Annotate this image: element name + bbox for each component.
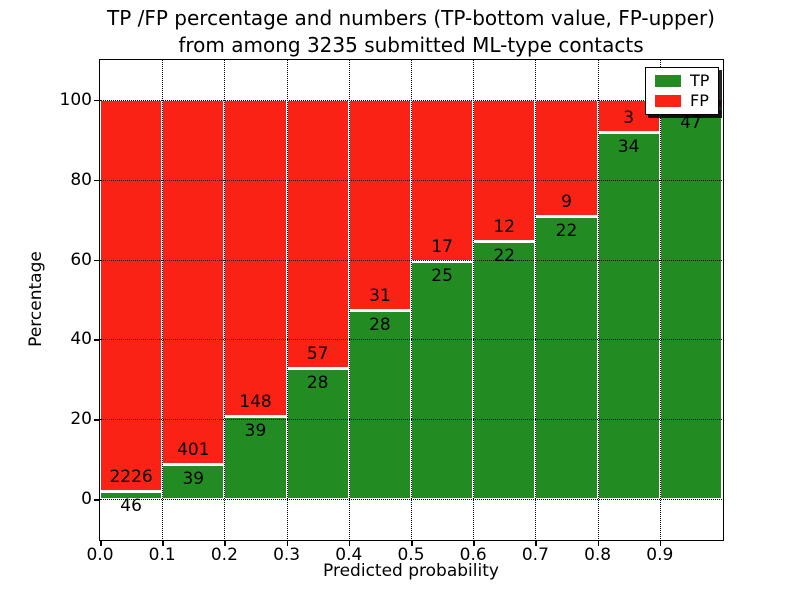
chart-title-line1: TP /FP percentage and numbers (TP-bottom…	[107, 6, 715, 30]
x-tick-label: 0.3	[273, 545, 301, 565]
bar-segment-fp	[224, 99, 287, 416]
fp-count-label: 17	[431, 237, 453, 258]
y-tick-label: 60	[70, 249, 92, 270]
x-axis-label: Predicted probability	[323, 561, 499, 581]
x-tick-mark	[286, 540, 289, 546]
fp-count-label: 12	[493, 216, 516, 237]
y-tick-label: 80	[70, 169, 92, 190]
fp-count-label: 401	[177, 439, 210, 460]
bar-segment-tp	[348, 309, 411, 500]
y-tick-mark	[93, 259, 99, 262]
chart-title-line2: from among 3235 submitted ML-type contac…	[178, 33, 644, 57]
legend-swatch-fp-icon	[655, 95, 681, 107]
bar-segment-tp	[411, 261, 474, 500]
y-tick-mark	[93, 419, 99, 421]
x-tick-mark	[224, 540, 226, 546]
y-tick-mark	[93, 179, 99, 182]
tp-count-label: 34	[617, 137, 640, 158]
x-tick-label: 0.2	[210, 545, 238, 565]
x-tick-label: 0.9	[646, 545, 674, 565]
x-tick-mark	[473, 540, 475, 546]
bar-segment-tp	[286, 367, 349, 500]
y-tick-label: 40	[70, 329, 92, 350]
x-tick-label: 0.0	[86, 545, 114, 565]
x-tick-label: 0.6	[459, 545, 487, 565]
bar-segment-tp	[659, 108, 722, 500]
y-tick-label: 0	[81, 489, 92, 510]
fp-count-label: 3	[623, 108, 635, 129]
chart-title: TP /FP percentage and numbers (TP-bottom…	[100, 5, 722, 59]
tp-count-label: 28	[306, 372, 329, 393]
x-tick-label: 0.1	[148, 545, 176, 565]
plot-area: 2226464013914839572831281725122292233414…	[98, 58, 724, 541]
legend-item-fp: FP	[655, 93, 709, 109]
tp-count-label: 22	[555, 220, 578, 241]
bar-segment-tp	[535, 215, 598, 500]
x-tick-mark	[535, 540, 537, 546]
fp-count-label: 9	[561, 191, 572, 212]
tp-count-label: 46	[120, 496, 142, 516]
x-tick-mark	[100, 540, 102, 546]
bar-segment-fp	[348, 99, 411, 310]
bar-segment-fp	[100, 99, 163, 491]
legend: TP FP	[645, 67, 720, 115]
fp-count-label: 2226	[109, 467, 153, 487]
bar-segment-tp	[473, 240, 536, 500]
bar-segment-tp	[162, 463, 225, 500]
legend-item-tp: TP	[655, 73, 709, 89]
fp-count-label: 31	[369, 285, 391, 306]
x-tick-mark	[597, 540, 600, 546]
tp-count-label: 22	[493, 245, 516, 266]
x-tick-label: 0.5	[397, 545, 425, 565]
tp-count-label: 47	[680, 113, 702, 134]
bar-segment-tp	[597, 132, 660, 500]
fp-count-label: 57	[306, 343, 329, 364]
tp-count-label: 39	[182, 468, 205, 489]
y-tick-label: 100	[59, 89, 92, 110]
y-tick-mark	[93, 339, 99, 341]
x-tick-label: 0.7	[521, 545, 549, 565]
legend-swatch-tp-icon	[655, 75, 681, 87]
y-tick-mark	[93, 99, 99, 102]
tp-count-label: 25	[431, 266, 453, 287]
x-tick-mark	[162, 540, 164, 546]
bar-segment-fp	[535, 99, 598, 216]
bar-segment-tp	[100, 491, 163, 500]
h-gridline	[100, 499, 722, 501]
legend-label-tp: TP	[690, 71, 710, 90]
x-tick-mark	[659, 540, 662, 546]
x-tick-label: 0.8	[584, 545, 612, 565]
x-tick-label: 0.4	[335, 545, 363, 565]
y-tick-mark	[93, 499, 99, 501]
bar-segment-fp	[162, 99, 225, 464]
x-tick-mark	[348, 540, 351, 546]
tp-count-label: 39	[244, 420, 267, 441]
y-axis-label: Percentage	[26, 251, 46, 347]
legend-label-fp: FP	[690, 91, 709, 110]
tp-count-label: 28	[369, 314, 391, 335]
bar-segment-fp	[286, 99, 349, 368]
x-tick-mark	[411, 540, 413, 546]
fp-count-label: 148	[239, 391, 272, 412]
y-tick-label: 20	[70, 409, 92, 430]
